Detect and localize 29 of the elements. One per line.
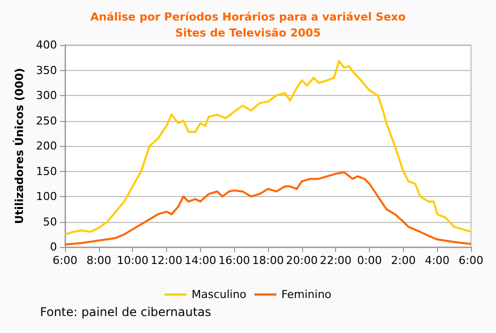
x-tick-label: 20:00	[286, 254, 318, 267]
y-axis-title: Utilizadores Únicos (000)	[12, 68, 26, 224]
line-series	[64, 171, 472, 246]
x-tick-label: 18:00	[252, 254, 284, 267]
y-tick-label: 400	[36, 38, 57, 52]
y-tick-label: 200	[36, 140, 57, 152]
x-tick-label: 10:00	[116, 254, 149, 267]
x-tick-label: 6:00	[52, 254, 78, 267]
y-tick-label: 300	[36, 89, 57, 102]
chart-title: Análise por Períodos Horários para a variável Sexo Sites de Televisão 2005	[90, 10, 406, 40]
y-tick-label: 100	[36, 190, 57, 203]
x-tick-label: 16:00	[218, 254, 250, 267]
y-tick-label: 50	[43, 215, 57, 228]
line-series	[64, 60, 472, 236]
x-tick-label: 2:00	[390, 254, 416, 267]
legend-label: Masculino	[192, 288, 247, 301]
legend-label: Feminino	[281, 288, 332, 301]
y-tick-label: 150	[36, 164, 57, 178]
source-note: Fonte: painel de cibernautas	[40, 305, 212, 319]
x-tick-label: 12:00	[150, 254, 182, 267]
x-tick-label: 14:00	[184, 254, 216, 267]
x-tick-label: 6:00	[458, 254, 484, 267]
x-tick-label: 0:00	[357, 254, 382, 267]
y-tick-label: 0	[50, 240, 57, 254]
x-tick-label: 4:00	[424, 254, 450, 267]
x-tick-label: 22:00	[320, 254, 352, 267]
x-tick-label: 8:00	[86, 254, 112, 267]
y-tick-label: 350	[36, 64, 57, 77]
y-tick-label: 250	[36, 114, 57, 128]
